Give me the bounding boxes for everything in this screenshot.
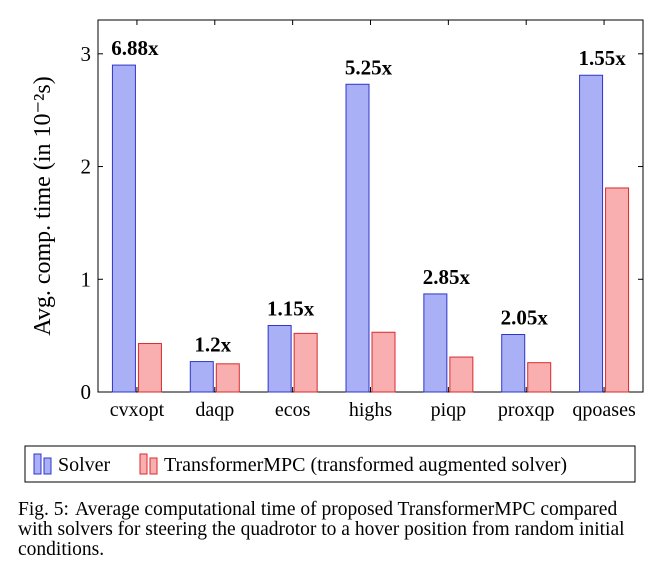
x-tick-label: ecos	[275, 399, 311, 421]
speedup-annotation: 1.55x	[578, 46, 626, 70]
speedup-annotation: 1.2x	[194, 333, 231, 357]
bar-chart: 0 1 2 3 Avg. comp. time (in 10⁻²s) cvxopt 6.88…	[24, 19, 644, 483]
x-tick-label: daqp	[195, 399, 234, 421]
legend-label: Solver	[58, 454, 111, 476]
y-tick-label: 3	[81, 42, 92, 66]
speedup-annotation: 6.88x	[111, 36, 159, 60]
y-tick-label: 2	[81, 155, 92, 179]
legend-swatch	[33, 453, 42, 475]
bar-solver-proxqp	[501, 334, 526, 393]
bar-solver-qpoases	[579, 74, 604, 393]
y-tick-label: 0	[81, 380, 92, 404]
legend-swatch	[139, 453, 148, 475]
speedup-annotation: 5.25x	[345, 55, 393, 79]
legend-swatch	[43, 457, 52, 475]
speedup-annotation: 2.85x	[423, 265, 471, 289]
y-tick-label: 1	[81, 267, 92, 291]
speedup-annotation: 2.05x	[501, 306, 549, 330]
bar-transformermpc-piqp	[449, 356, 474, 393]
x-tick-label: qpoases	[572, 399, 636, 421]
bar-transformermpc-cvxopt	[137, 343, 162, 393]
bar-transformermpc-ecos	[293, 332, 318, 393]
x-tick-label: proxqp	[498, 399, 555, 421]
bar-transformermpc-qpoases	[605, 187, 630, 393]
y-axis-label: Avg. comp. time (in 10⁻²s)	[30, 76, 56, 335]
bar-solver-daqp	[189, 361, 214, 393]
chart-svg: 0 1 2 3 Avg. comp. time (in 10⁻²s) cvxopt 6.88…	[24, 19, 644, 483]
caption-label: Fig. 5:	[18, 499, 69, 520]
bar-solver-piqp	[423, 293, 448, 393]
bar-transformermpc-highs	[371, 331, 396, 393]
figure-caption: Fig. 5: Average computational time of pro…	[18, 500, 648, 560]
x-tick-label: piqp	[431, 399, 467, 421]
legend-label: TransformerMPC (transformed augmented so…	[164, 454, 567, 476]
speedup-annotation: 1.15x	[267, 296, 315, 320]
legend-swatch	[149, 457, 158, 475]
bar-transformermpc-proxqp	[527, 362, 552, 393]
x-tick-label: cvxopt	[110, 399, 165, 421]
bar-solver-highs	[345, 83, 370, 393]
legend-box	[24, 445, 636, 483]
bar-transformermpc-daqp	[215, 363, 240, 393]
caption-text: Average computational time of proposed T…	[18, 499, 625, 560]
bar-solver-cvxopt	[111, 64, 136, 393]
x-tick-label: highs	[349, 399, 393, 421]
bar-solver-ecos	[267, 324, 292, 393]
